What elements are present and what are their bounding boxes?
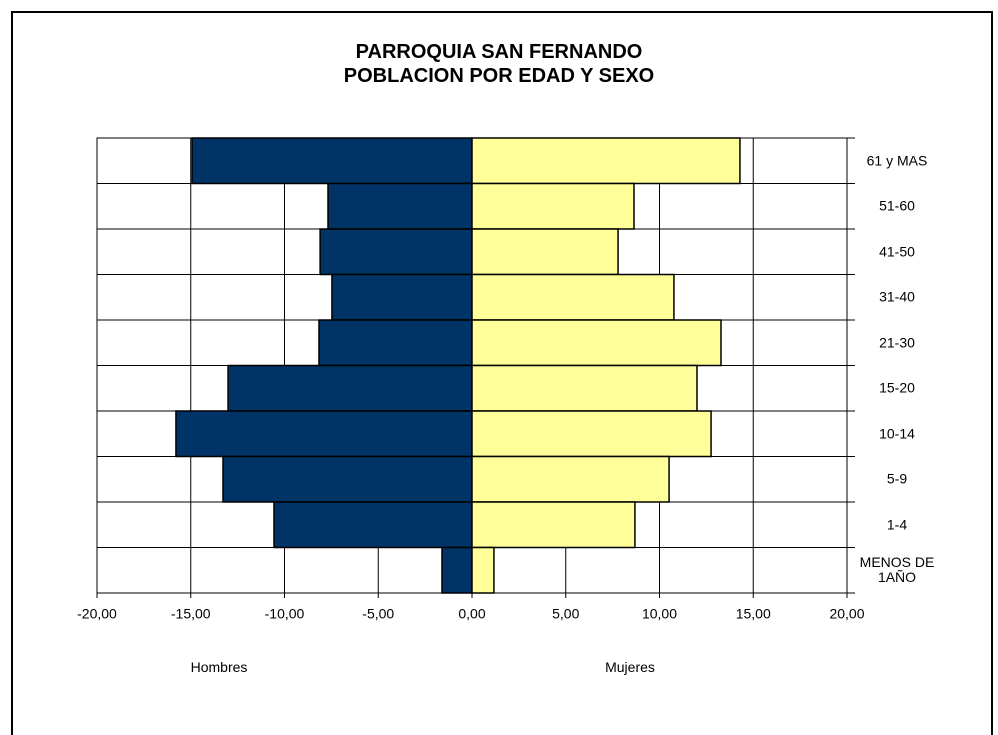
bar <box>327 182 473 230</box>
bar <box>471 273 675 321</box>
y-tick-label: 61 y MAS <box>866 152 928 169</box>
y-tick-label: 1-4 <box>886 516 908 533</box>
axis-label: Mujeres <box>605 659 655 675</box>
bar <box>471 228 619 276</box>
bar <box>227 364 473 412</box>
axis-label: Hombres <box>190 659 248 675</box>
bar <box>471 137 741 185</box>
y-tick-label: 51-60 <box>879 197 915 214</box>
bar <box>222 455 473 503</box>
bar <box>471 455 670 503</box>
x-tick-label: -20,00 <box>77 606 117 622</box>
bar <box>471 546 495 594</box>
y-tick-label: 10-14 <box>879 425 915 442</box>
x-tick-label: -15,00 <box>171 606 211 622</box>
bar <box>471 501 636 549</box>
bar <box>175 410 473 458</box>
x-tick-label: 5,00 <box>552 606 579 622</box>
frame <box>11 11 993 735</box>
x-tick-label: -5,00 <box>362 606 394 622</box>
bar <box>471 319 722 367</box>
y-tick-label: 41-50 <box>879 243 915 260</box>
x-tick-label: 0,00 <box>458 606 485 622</box>
bar <box>471 182 635 230</box>
bar <box>471 410 712 458</box>
x-tick-label: -10,00 <box>265 606 305 622</box>
bar <box>191 137 473 185</box>
bar <box>331 273 473 321</box>
x-tick-label: 15,00 <box>736 606 771 622</box>
y-tick-label: MENOS DE 1AÑO <box>859 554 935 586</box>
x-tick-label: 20,00 <box>829 606 864 622</box>
bar <box>319 228 473 276</box>
x-tick-label: 10,00 <box>642 606 677 622</box>
bar <box>273 501 473 549</box>
bar <box>471 364 698 412</box>
chart-title: PARROQUIA SAN FERNANDO POBLACION POR EDA… <box>343 41 655 87</box>
bar <box>318 319 473 367</box>
y-tick-label: 15-20 <box>879 379 915 396</box>
y-tick-label: 5-9 <box>886 470 908 487</box>
y-tick-label: 21-30 <box>879 334 915 351</box>
y-tick-label: 31-40 <box>879 288 915 305</box>
bar <box>441 546 473 594</box>
plot-border <box>96 137 848 594</box>
